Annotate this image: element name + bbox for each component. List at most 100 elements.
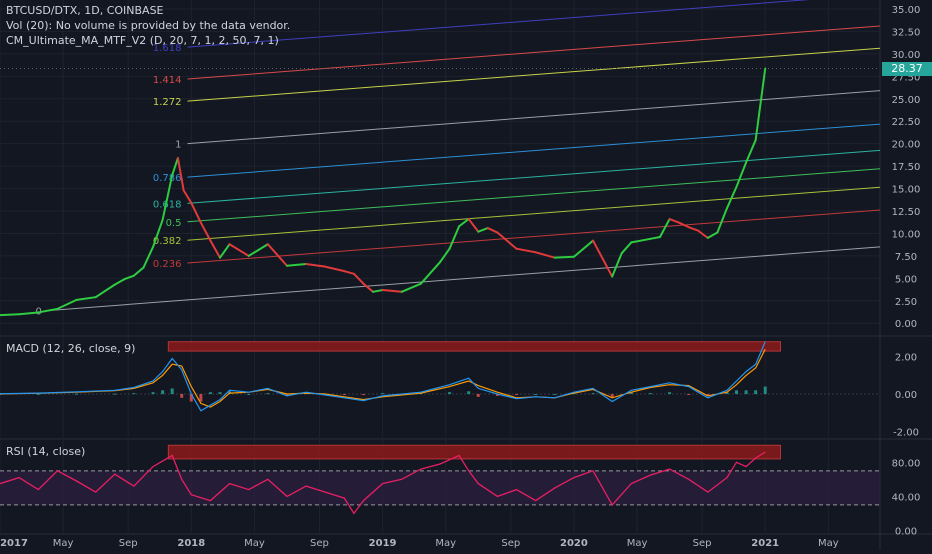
rsi-highlight-box xyxy=(167,444,782,460)
x-tick-label: 2018 xyxy=(177,538,205,549)
x-tick-label: Sep xyxy=(310,538,329,549)
price-segment xyxy=(553,255,575,259)
price-tick-label: 30.00 xyxy=(892,50,921,61)
price-segment xyxy=(75,296,97,301)
macd-histogram-bar xyxy=(467,391,471,395)
price-segment xyxy=(285,262,308,267)
price-tick-label: 32.50 xyxy=(892,27,921,38)
fib-line-0.618 xyxy=(187,149,881,204)
price-segment xyxy=(228,243,250,257)
fib-label: 0.236 xyxy=(153,259,182,270)
macd-histogram-bar xyxy=(266,393,270,395)
price-segment xyxy=(477,227,489,233)
price-segment xyxy=(324,265,346,273)
price-segment xyxy=(171,157,179,177)
macd-histogram-bar xyxy=(495,394,499,396)
macd-histogram-bar xyxy=(763,386,767,395)
price-segment xyxy=(439,247,451,264)
price-segment xyxy=(152,218,164,248)
fib-label: 1 xyxy=(175,140,181,151)
x-tick-label: May xyxy=(818,538,839,549)
macd-tick-label: -2.00 xyxy=(893,427,919,438)
price-segment xyxy=(486,227,499,234)
fib-label: 0.786 xyxy=(153,173,182,184)
x-tick-label: Sep xyxy=(501,538,520,549)
macd-legend: MACD (12, 26, close, 9) xyxy=(6,341,135,356)
rsi-legend: RSI (14, close) xyxy=(6,444,85,459)
price-segment xyxy=(534,251,556,259)
macd-histogram-bar xyxy=(687,394,691,396)
macd-histogram-bar xyxy=(75,393,79,395)
price-segment xyxy=(176,157,185,192)
rsi-tick-label: 0.00 xyxy=(895,526,917,537)
x-tick-label: 2021 xyxy=(751,538,779,549)
rsi-tick-label: 40.00 xyxy=(892,492,921,503)
x-tick-label: May xyxy=(435,538,456,549)
macd-histogram-bar xyxy=(668,392,672,395)
price-segment xyxy=(419,261,441,285)
macd-histogram-bar xyxy=(199,394,203,402)
symbol-label[interactable]: BTCUSD/DTX, 1D, COINBASE xyxy=(6,4,164,17)
price-tick-label: 27.50 xyxy=(892,72,921,83)
price-segment xyxy=(668,218,681,224)
macd-histogram-bar xyxy=(361,394,365,396)
price-segment xyxy=(448,225,461,250)
macd-histogram-bar xyxy=(534,394,538,396)
macd-label[interactable]: MACD (12, 26, close, 9) xyxy=(6,342,136,355)
macd-histogram-bar xyxy=(448,392,452,395)
macd-histogram-bar xyxy=(648,393,652,395)
macd-histogram-bar xyxy=(381,393,385,395)
price-tick-label: 7.50 xyxy=(895,252,917,263)
macd-histogram-bar xyxy=(706,394,710,396)
volume-label[interactable]: Vol (20): No volume is provided by the d… xyxy=(6,19,291,32)
price-segment xyxy=(247,243,269,257)
price-segment xyxy=(611,252,623,278)
price-segment xyxy=(113,278,126,286)
macd-histogram-bar xyxy=(610,394,614,398)
price-segment xyxy=(182,189,193,204)
fib-line-1.618 xyxy=(187,0,810,48)
fib-line-0.236 xyxy=(187,209,881,264)
signal-line xyxy=(0,348,766,408)
macd-histogram-bar xyxy=(180,394,184,398)
macd-histogram-bar xyxy=(553,394,557,396)
price-segment xyxy=(142,245,155,269)
price-segment xyxy=(400,282,422,293)
price-segment xyxy=(716,207,728,234)
macd-histogram-bar xyxy=(725,392,729,395)
fib-label: 1.414 xyxy=(153,75,182,86)
rsi-line xyxy=(0,451,766,515)
fib-label: 0.5 xyxy=(166,218,182,229)
macd-histogram-bar xyxy=(515,394,519,396)
fib-line-1 xyxy=(187,90,881,145)
x-tick-label: 2020 xyxy=(560,538,588,549)
price-segment xyxy=(745,139,757,164)
price-segment xyxy=(687,226,700,232)
macd-histogram-bar xyxy=(189,394,193,402)
price-tick-label: 2.50 xyxy=(895,297,917,308)
fib-label: 0.618 xyxy=(153,199,182,210)
price-segment xyxy=(209,239,221,259)
price-segment xyxy=(190,201,202,224)
indicator-label[interactable]: CM_Ultimate_MA_MTF_V2 (D, 20, 7, 1, 2, 5… xyxy=(6,34,279,47)
price-segment xyxy=(372,289,384,293)
price-tick-label: 0.00 xyxy=(895,319,917,330)
x-tick-label: 2019 xyxy=(369,538,397,549)
macd-histogram-bar xyxy=(591,393,595,395)
price-tick-label: 15.00 xyxy=(892,185,921,196)
macd-histogram-bar xyxy=(151,392,155,395)
rsi-label[interactable]: RSI (14, close) xyxy=(6,445,86,458)
macd-histogram-bar xyxy=(161,390,165,395)
fib-line-0 xyxy=(47,246,881,312)
price-segment xyxy=(725,185,738,210)
macd-tick-label: 2.00 xyxy=(895,353,917,364)
fib-label: 1.618 xyxy=(153,43,182,54)
macd-histogram-bar xyxy=(113,393,117,395)
price-segment xyxy=(735,161,748,188)
price-segment xyxy=(458,218,470,228)
macd-histogram-bar xyxy=(247,394,251,396)
macd-histogram-bar xyxy=(342,394,346,396)
macd-highlight-box xyxy=(167,341,782,352)
macd-histogram-bar xyxy=(218,392,222,395)
fib-line-1.414 xyxy=(187,25,881,80)
